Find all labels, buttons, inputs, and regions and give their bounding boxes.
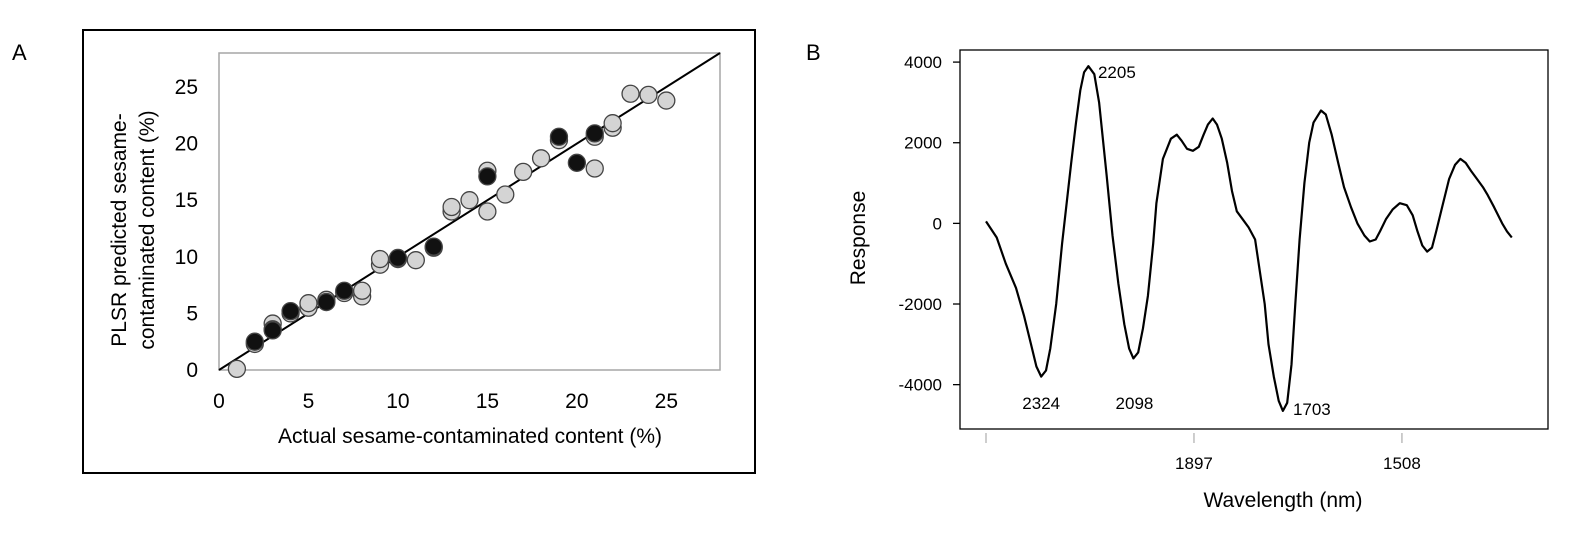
axes-b — [959, 49, 1549, 430]
scatter-point-s1-10 — [585, 124, 604, 143]
scatter-point-s0-18 — [460, 191, 479, 210]
y-tick-label-b-3: -2000 — [899, 295, 942, 314]
panel-b-label: B — [806, 40, 821, 65]
scatter-point-s0-14 — [406, 251, 425, 270]
x-tick-label-b-2: 1508 — [1383, 454, 1421, 473]
y-axis-label-a-line2: contaminated content (%) — [136, 110, 159, 349]
data-points-a — [227, 84, 676, 379]
x-axis-label-b: Wavelength (nm) — [1203, 489, 1362, 512]
y-axis-label-a-line1: PLSR predicted sesame- — [108, 113, 131, 346]
x-tick-label-a-0: 0 — [213, 390, 225, 413]
scatter-chart-a: 0 5 10 15 20 25 0 5 10 15 20 25 Actual sesame-cont… — [82, 29, 756, 474]
scatter-point-s0-31 — [657, 91, 676, 110]
y-tick-labels-b: 4000 2000 0 -2000 -4000 — [899, 53, 960, 395]
y-tick-label-a-0: 0 — [186, 359, 198, 382]
panel-a-outer-border — [82, 29, 756, 474]
scatter-point-s1-0 — [245, 332, 264, 351]
response-line — [985, 65, 1513, 412]
y-tick-label-b-1: 2000 — [904, 134, 942, 153]
y-tick-label-b-2: 0 — [933, 214, 942, 233]
scatter-point-s0-21 — [496, 185, 515, 204]
plot-area-b-frame — [959, 49, 1549, 430]
x-tick-label-a-1: 5 — [303, 390, 315, 413]
scatter-point-s0-23 — [531, 149, 551, 168]
scatter-point-s0-12 — [370, 249, 390, 269]
x-tick-label-a-2: 10 — [386, 390, 409, 413]
y-axis-label-b: Response — [847, 191, 870, 286]
scatter-point-s0-19 — [478, 202, 497, 221]
scatter-point-s1-7 — [478, 167, 497, 186]
scatter-point-s0-10 — [352, 281, 372, 300]
plot-area-a-frame — [218, 52, 721, 371]
scatter-point-s1-5 — [388, 248, 408, 268]
annotation-1703: 1703 — [1293, 400, 1331, 419]
scatter-point-s1-2 — [281, 301, 300, 321]
annotation-2205: 2205 — [1098, 63, 1136, 82]
panel-a-label: A — [12, 40, 27, 65]
y-tick-label-a-4: 20 — [175, 133, 198, 156]
y-tick-label-a-5: 25 — [175, 76, 198, 99]
scatter-point-s1-1 — [263, 321, 282, 340]
scatter-point-s0-30 — [639, 85, 658, 105]
scatter-point-s1-9 — [567, 153, 587, 172]
scatter-point-s0-28 — [603, 114, 622, 133]
peak-annotations: 2205 2324 2098 1703 — [1022, 63, 1330, 419]
scatter-point-s0-17 — [442, 197, 461, 217]
scatter-point-s1-6 — [424, 237, 443, 256]
x-tick-label-a-3: 15 — [476, 390, 499, 413]
x-axis-label-a: Actual sesame-contaminated content (%) — [278, 425, 662, 448]
annotation-2324: 2324 — [1022, 394, 1060, 413]
x-tick-label-a-4: 20 — [565, 390, 588, 413]
x-tick-label-b-1: 1897 — [1175, 454, 1213, 473]
y-tick-label-b-0: 4000 — [904, 53, 942, 72]
x-tick-label-a-5: 25 — [655, 390, 678, 413]
x-tick-labels-a: 0 5 10 15 20 25 — [213, 390, 678, 413]
y-tick-label-b-4: -4000 — [899, 376, 942, 395]
scatter-point-s0-25 — [585, 159, 604, 178]
scatter-point-s1-3 — [317, 292, 336, 312]
y-tick-label-a-2: 10 — [175, 246, 198, 269]
scatter-point-s0-0 — [227, 359, 247, 379]
scatter-point-s1-4 — [335, 281, 354, 300]
scatter-point-s0-6 — [299, 294, 318, 313]
y-tick-label-a-3: 15 — [175, 189, 198, 212]
scatter-point-s1-8 — [549, 127, 569, 146]
regression-line — [218, 52, 721, 371]
x-tick-labels-b: 1897 1508 — [985, 433, 1421, 473]
annotation-2098: 2098 — [1116, 394, 1154, 413]
line-chart-b: 1897 1508 4000 2000 0 -2000 -4000 2205 2324 209… — [847, 49, 1549, 512]
scatter-point-s0-29 — [621, 84, 640, 103]
y-tick-label-a-1: 5 — [186, 302, 198, 325]
y-tick-labels-a: 0 5 10 15 20 25 — [175, 76, 198, 382]
scatter-point-s0-22 — [514, 162, 533, 182]
